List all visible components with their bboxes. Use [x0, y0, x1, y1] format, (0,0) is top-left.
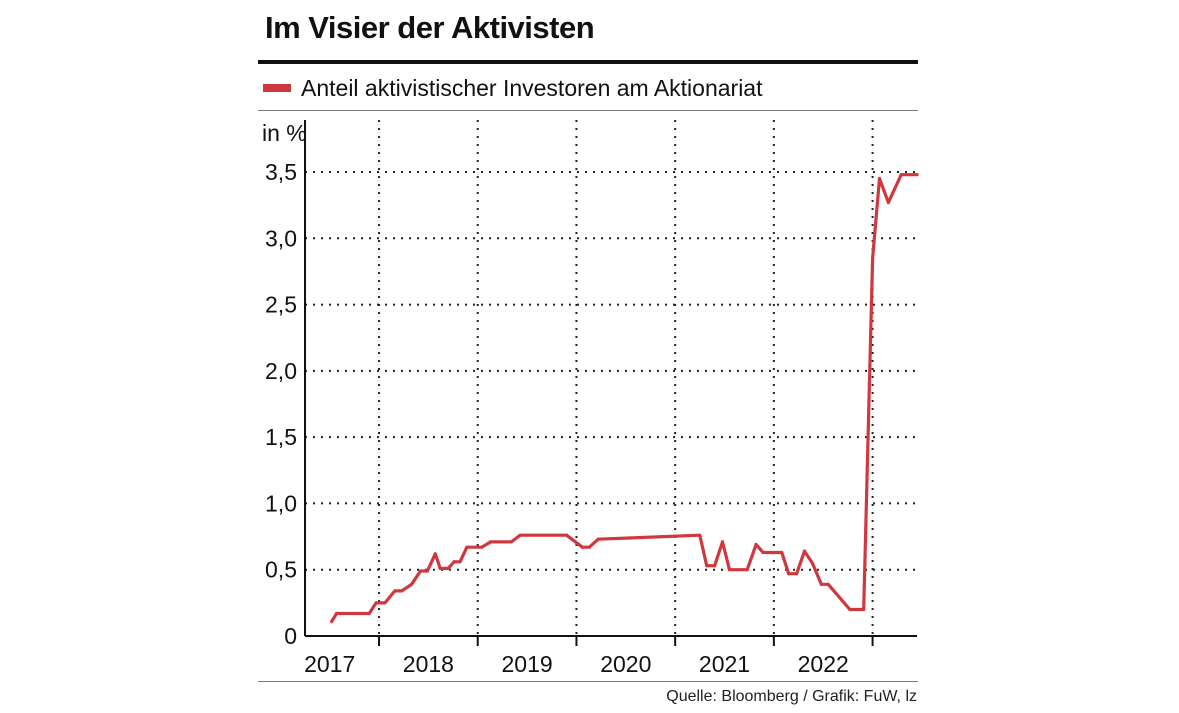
data-point: [698, 533, 702, 537]
data-point: [480, 545, 484, 549]
vertical-gridlines: [378, 120, 874, 646]
data-point: [754, 542, 758, 547]
series-layer: [330, 173, 919, 624]
y-tick-label: 2,0: [265, 358, 297, 384]
data-point: [488, 540, 493, 544]
data-point: [334, 611, 339, 616]
data-point: [915, 173, 919, 177]
data-point: [564, 533, 569, 537]
data-point: [596, 537, 600, 541]
data-point: [727, 568, 732, 572]
data-point: [458, 560, 462, 564]
data-point: [509, 540, 513, 544]
data-point: [418, 569, 423, 573]
title-rule: [258, 60, 918, 64]
x-tick-label: 2020: [600, 651, 651, 677]
x-tick-label: 2017: [304, 651, 355, 677]
data-point: [580, 545, 584, 549]
data-point: [400, 589, 404, 593]
data-point: [410, 582, 414, 586]
footer-rule: [258, 681, 918, 682]
data-point: [720, 540, 725, 544]
data-point: [438, 566, 442, 570]
y-tick-label: 0,5: [265, 557, 297, 583]
y-tick-label: 1,5: [265, 424, 297, 450]
data-point: [826, 582, 830, 586]
data-point: [853, 607, 857, 612]
data-point: [870, 256, 875, 260]
chart-title: Im Visier der Aktivisten: [265, 10, 595, 45]
data-point: [780, 550, 784, 555]
data-point: [705, 564, 709, 568]
data-point: [745, 568, 749, 572]
legend-label: Anteil aktivistischer Investoren am Akti…: [301, 74, 763, 101]
source-note: Quelle: Bloomberg / Grafik: FuW, lz: [666, 688, 917, 705]
data-point: [761, 550, 765, 555]
data-point: [374, 601, 378, 605]
y-tick-label: 0: [284, 623, 297, 649]
legend-rule: [258, 110, 918, 111]
data-point: [848, 607, 852, 612]
data-point: [886, 200, 890, 205]
data-point: [587, 545, 591, 549]
data-point: [877, 177, 882, 181]
legend: Anteil aktivistischer Investoren am Akti…: [263, 72, 762, 104]
x-tick-label: 2021: [699, 651, 750, 677]
data-point: [446, 566, 450, 570]
data-point: [518, 533, 522, 537]
y-tick-label: 3,0: [265, 225, 297, 251]
data-point: [713, 564, 717, 568]
y-axis-unit-label: in %: [262, 120, 307, 146]
y-tick-label: 3,5: [265, 159, 297, 185]
data-point: [452, 560, 456, 564]
data-point: [819, 582, 823, 586]
data-point: [787, 572, 791, 576]
data-point: [899, 173, 903, 177]
y-tick-label: 2,5: [265, 292, 297, 318]
x-tick-label: 2018: [403, 651, 454, 677]
data-point: [465, 545, 469, 549]
data-point: [433, 552, 437, 556]
data-point: [330, 619, 334, 624]
x-tick-label: 2022: [798, 651, 849, 677]
x-tick-label: 2019: [502, 651, 553, 677]
data-point: [794, 572, 799, 576]
y-tick-label: 1,0: [265, 490, 297, 516]
horizontal-gridlines: [305, 171, 917, 571]
y-axis-labels: 0 0,5 1,0 1,5 2,0 2,5 3,0 3,5: [265, 159, 297, 649]
series-line: [330, 173, 919, 624]
data-point: [862, 607, 866, 612]
data-point: [425, 569, 429, 573]
legend-swatch: [263, 84, 291, 92]
data-point: [383, 601, 387, 605]
data-point: [810, 561, 814, 565]
x-axis-labels: 2017 2018 2019 2020 2021 2022: [304, 651, 849, 677]
data-point: [367, 611, 371, 616]
data-point: [393, 589, 397, 593]
data-point: [802, 549, 807, 553]
